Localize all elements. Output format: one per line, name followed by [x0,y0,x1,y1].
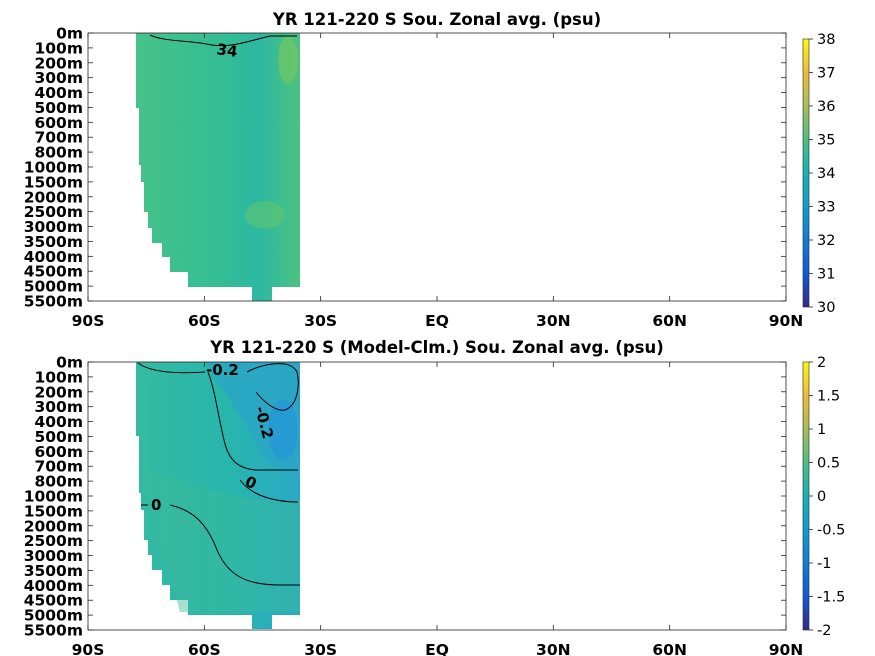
y-tick-label: 400m [34,84,83,102]
y-tick-label: 0m [56,354,83,372]
contour-label-zero-b: 0 [151,496,161,514]
y-tick-label: 100m [34,368,83,386]
colorbar-tick-label: 30 [817,300,835,316]
colorbar-tick-label: 34 [817,166,835,182]
y-tick-label: 800m [34,473,83,491]
y-tick-label: 4500m [24,592,83,610]
y-tick-label: 600m [34,114,83,132]
colorbar-tick-label: 35 [817,133,835,149]
y-tick-label: 5000m [24,607,83,625]
colorbar-tick-label: 0.5 [817,456,840,472]
x-tick-label: 60N [652,312,687,330]
colorbar-tick-label: 0 [817,489,826,505]
panel2-y-axis: 0m100m200m300m400m500m600m700m800m1000m1… [24,354,786,640]
panel2-colorbar [802,361,810,631]
y-tick-label: 600m [34,443,83,461]
bias-positive-region [140,460,300,612]
y-tick-label: 2000m [24,517,83,535]
contour-label-neg02-a: -0.2 [206,361,239,379]
colorbar-tick-label: -1.5 [817,590,845,606]
y-tick-label: 5500m [24,293,83,311]
contour-label-34: 34 [215,40,238,61]
colorbar-tick-label: 32 [817,233,835,249]
colorbar-tick-label: -0.5 [817,523,845,539]
colorbar-tick-label: 36 [817,99,835,115]
panel1-colorbar [802,38,810,308]
colorbar-tick-label: 33 [817,200,835,216]
colorbar-tick-label: 37 [817,66,835,82]
y-tick-label: 5500m [24,622,83,640]
y-tick-label: 3500m [24,233,83,251]
panel2-x-axis: 90S 60S 30S EQ 30N 60N 90N [72,362,804,656]
colorbar-tick-label: 1.5 [817,389,840,405]
y-tick-label: 3000m [24,547,83,565]
x-tick-label: 60N [652,641,687,656]
colorbar-tick-label: -1 [817,556,831,572]
y-tick-label: 100m [34,39,83,57]
y-tick-label: 200m [34,54,83,72]
y-tick-label: 0m [56,25,83,43]
salinity-field [136,33,300,301]
panel2-title: YR 121-220 S (Model-Clm.) Sou. Zonal avg… [209,338,664,357]
panel2-colorbar-ticks: 2 1.5 1 0.5 0 -0.5 -1 -1.5 -2 [809,355,845,639]
x-tick-label: 30S [304,312,337,330]
y-tick-label: 500m [34,428,83,446]
contour-zero-lower [141,504,300,586]
contour-neg02-right [246,363,299,411]
y-tick-label: 300m [34,69,83,87]
x-tick-label: 90N [769,312,804,330]
contour-neg02-left [137,362,206,374]
y-tick-label: 700m [34,129,83,147]
y-tick-label: 3000m [24,218,83,236]
y-tick-label: 2000m [24,188,83,206]
y-tick-label: 4000m [24,577,83,595]
salinity-maximum-patch [245,201,285,229]
panel1-x-axis: 90S 60S 30S EQ 30N 60N 90N [72,33,804,330]
y-tick-label: 1000m [24,488,83,506]
contour-zero-upper [207,371,298,471]
y-tick-label: 4000m [24,248,83,266]
y-tick-label: 200m [34,383,83,401]
y-tick-label: 800m [34,144,83,162]
contour-zero-mid [239,479,299,503]
x-tick-label: 90S [72,641,105,656]
y-tick-label: 4500m [24,263,83,281]
colorbar-tick-label: 38 [817,32,835,48]
colorbar-tick-label: 2 [817,355,826,371]
x-tick-label: 90N [769,641,804,656]
y-tick-label: 300m [34,398,83,416]
colorbar-tick-label: -2 [817,623,831,639]
salinity-panel: YR 121-220 S Sou. Zonal avg. (psu) 34 0m… [24,10,836,330]
y-tick-label: 2500m [24,203,83,221]
x-tick-label: EQ [425,641,449,656]
bias-minimum-patch [268,400,298,460]
x-tick-label: 30S [304,641,337,656]
salinity-bias-panel: YR 121-220 S (Model-Clm.) Sou. Zonal avg… [24,338,846,656]
y-tick-label: 1000m [24,159,83,177]
colorbar-tick-label: 1 [817,422,826,438]
contour-34 [149,34,297,47]
x-tick-label: 60S [188,312,221,330]
panel1-y-axis: 0m100m200m300m400m500m600m700m800m1000m1… [24,25,786,311]
colorbar-tick-label: 31 [817,267,835,283]
x-tick-label: 30N [536,641,571,656]
y-tick-label: 2500m [24,532,83,550]
panel1-title: YR 121-220 S Sou. Zonal avg. (psu) [272,10,601,29]
panel1-colorbar-ticks: 30 31 32 33 34 35 36 37 38 [809,32,835,316]
y-tick-label: 5000m [24,278,83,296]
y-tick-label: 3500m [24,562,83,580]
y-tick-label: 700m [34,458,83,476]
y-tick-label: 1500m [24,173,83,191]
x-tick-label: 30N [536,312,571,330]
x-tick-label: 90S [72,312,105,330]
x-tick-label: EQ [425,312,449,330]
y-tick-label: 1500m [24,502,83,520]
y-tick-label: 500m [34,99,83,117]
y-tick-label: 400m [34,413,83,431]
x-tick-label: 60S [188,641,221,656]
salinity-surface-patch [278,36,298,84]
